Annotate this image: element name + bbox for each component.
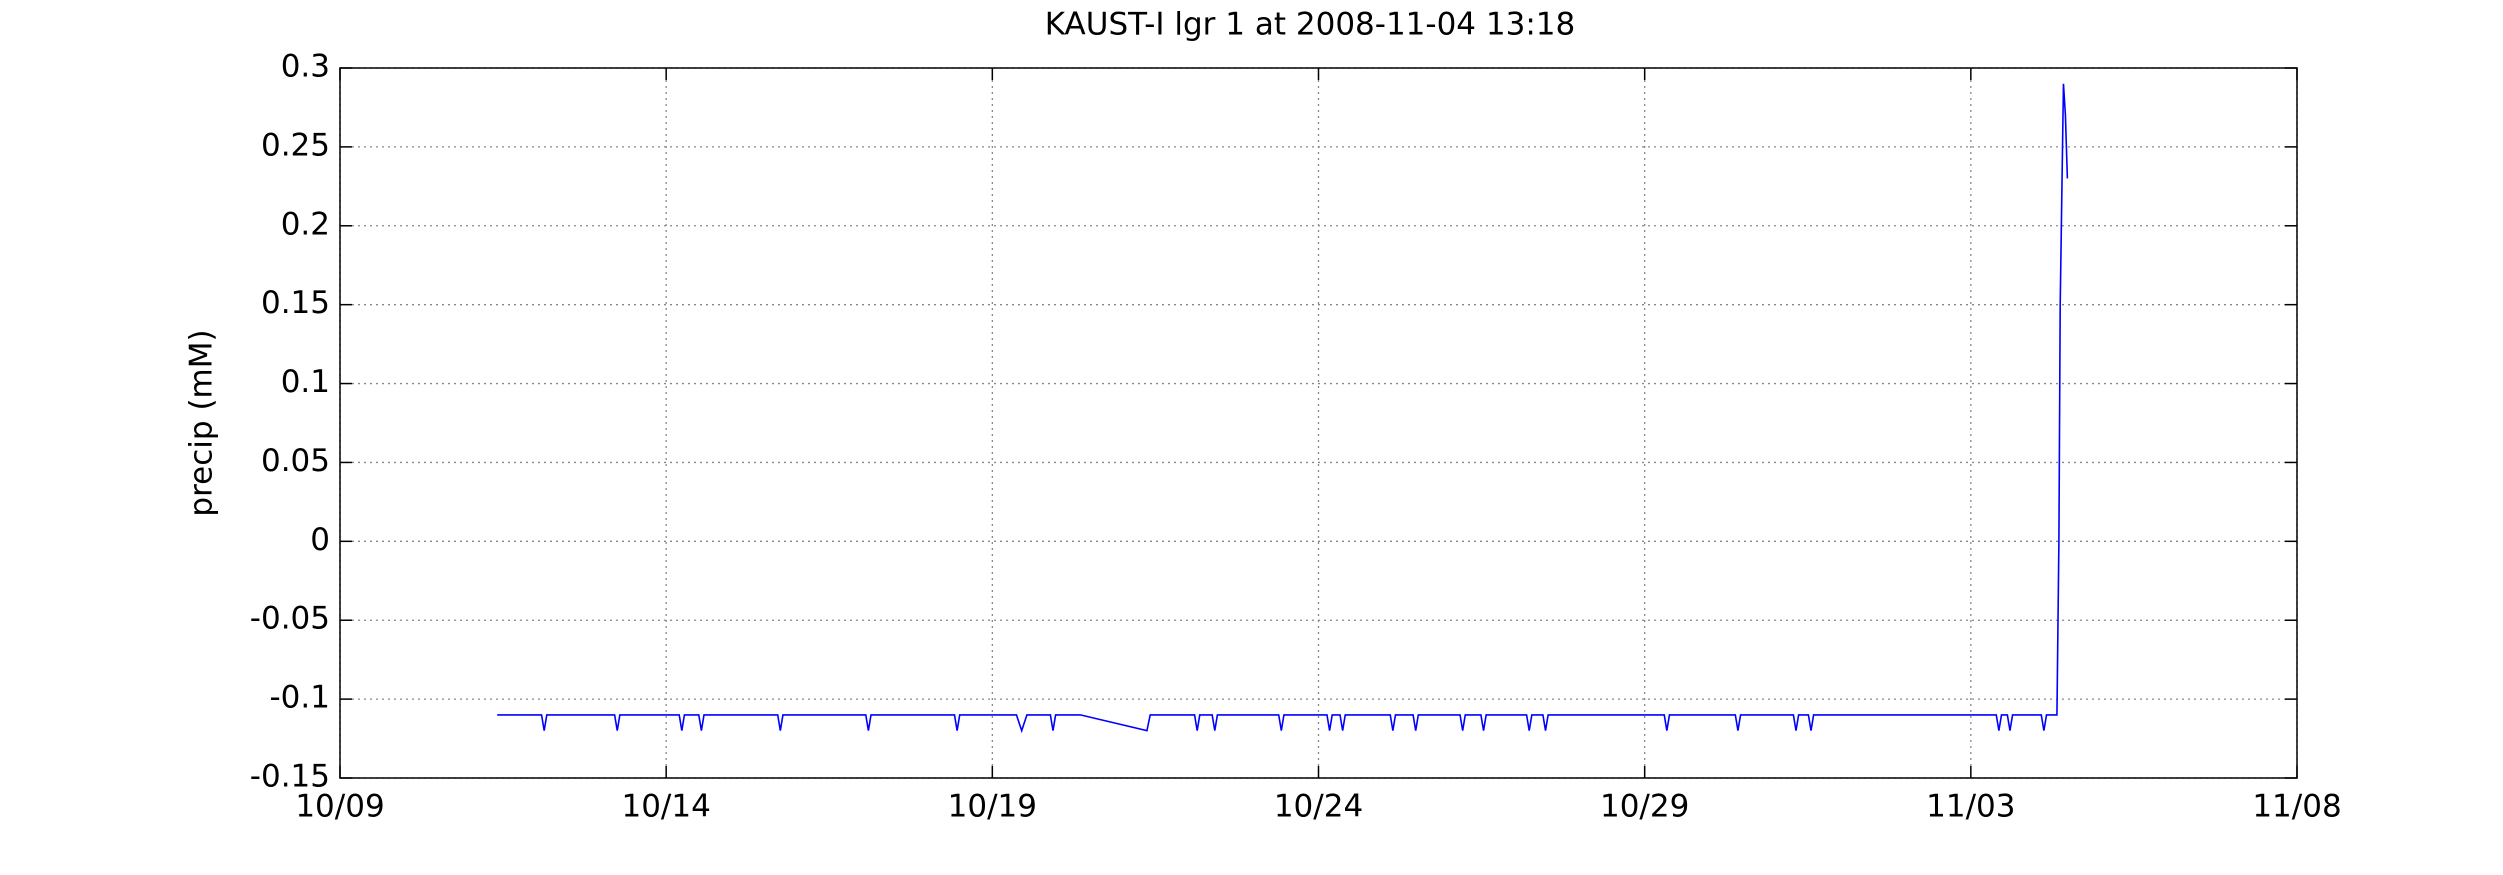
x-tick-label: 10/19 [948,789,1037,825]
y-tick-label: -0.05 [250,601,330,637]
y-axis-label: precip (mM) [184,329,220,516]
x-tick-label: 10/09 [295,789,384,825]
data-line [497,83,2069,734]
x-tick-label: 11/03 [1926,789,2015,825]
plot-frame [339,67,2298,779]
y-tick-label: 0.15 [261,285,330,321]
y-tick-label: -0.1 [270,680,331,716]
x-tick-label: 10/14 [621,789,710,825]
y-tick-label: -0.15 [250,759,330,795]
y-tick-label: 0.1 [281,364,330,400]
x-tick-label: 11/08 [2252,789,2341,825]
x-tick-label: 10/29 [1600,789,1689,825]
y-tick-label: 0 [310,522,330,558]
x-tick-label: 10/24 [1274,789,1363,825]
y-tick-label: 0.3 [281,49,330,85]
y-tick-label: 0.2 [281,206,330,242]
y-tick-label: 0.25 [261,127,330,163]
chart-title: KAUST-I lgr 1 at 2008-11-04 13:18 [1045,7,1575,43]
y-tick-label: 0.05 [261,443,330,479]
